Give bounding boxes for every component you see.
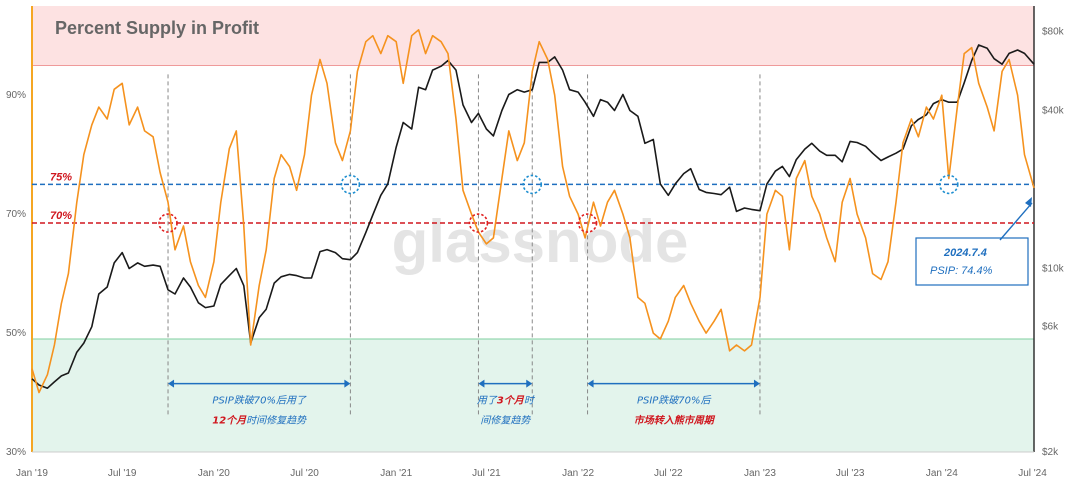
- blue-circle-2: [938, 174, 959, 195]
- callout-arrow-head: [1025, 196, 1032, 207]
- ref-label-1: 70%: [50, 210, 72, 222]
- x-tick-1: Jul '19: [108, 468, 137, 479]
- blue-circle-1: [522, 174, 543, 195]
- y-right-tick-0: $2k: [1042, 447, 1059, 458]
- btc-price-line: [31, 44, 1035, 389]
- x-tick-11: Jul '24: [1018, 468, 1047, 479]
- span-arrow-right-0: [344, 379, 351, 388]
- span-text-0-b: 12个月时间修复趋势: [212, 415, 307, 427]
- x-tick-0: Jan '19: [16, 468, 48, 479]
- span-arrow-left-2: [587, 379, 594, 388]
- x-tick-9: Jul '23: [836, 468, 865, 479]
- span-arrow-right-1: [526, 379, 533, 388]
- watermark: glassnode: [392, 208, 689, 275]
- y-left-tick-0: 30%: [6, 447, 26, 458]
- psip-line: [31, 29, 1035, 394]
- span-text-0-a: PSIP跌破70%后用了: [212, 395, 307, 407]
- band-0: [32, 6, 1034, 66]
- span-text-1-b: 间修复趋势: [480, 415, 531, 427]
- ref-label-0: 75%: [50, 171, 72, 183]
- red-circle-1: [468, 213, 489, 233]
- y-left-tick-2: 70%: [6, 209, 26, 220]
- y-right-tick-1: $6k: [1042, 322, 1059, 333]
- chart-title: Percent Supply in Profit: [55, 18, 259, 38]
- span-text-2-b: 市场转入熊市周期: [634, 415, 716, 427]
- band-1: [32, 339, 1034, 452]
- blue-circle-0: [340, 174, 361, 195]
- callout-arrow-line: [999, 202, 1033, 241]
- x-tick-2: Jan '20: [198, 468, 230, 479]
- span-arrow-right-2: [753, 379, 760, 388]
- x-tick-5: Jul '21: [472, 468, 501, 479]
- red-circle-2: [577, 213, 598, 233]
- x-tick-7: Jul '22: [654, 468, 683, 479]
- y-left-tick-1: 50%: [6, 328, 26, 339]
- callout-date: 2024.7.4: [943, 247, 987, 259]
- y-right-tick-3: $40k: [1042, 105, 1065, 116]
- red-circle-0: [158, 213, 178, 233]
- span-text-2-a: PSIP跌破70%后: [637, 395, 712, 407]
- y-right-tick-4: $80k: [1042, 26, 1065, 37]
- x-tick-6: Jan '22: [562, 468, 594, 479]
- x-tick-8: Jan '23: [744, 468, 776, 479]
- y-left-tick-3: 90%: [6, 90, 26, 101]
- callout-box: [915, 237, 1029, 286]
- span-arrow-left-0: [168, 379, 175, 388]
- y-right-tick-2: $10k: [1042, 264, 1065, 275]
- span-arrow-left-1: [478, 379, 485, 388]
- span-text-1-a: 用了3个月时: [477, 395, 536, 407]
- x-tick-3: Jul '20: [290, 468, 319, 479]
- x-tick-10: Jan '24: [926, 468, 958, 479]
- x-tick-4: Jan '21: [380, 468, 412, 479]
- callout-value: PSIP: 74.4%: [930, 265, 993, 277]
